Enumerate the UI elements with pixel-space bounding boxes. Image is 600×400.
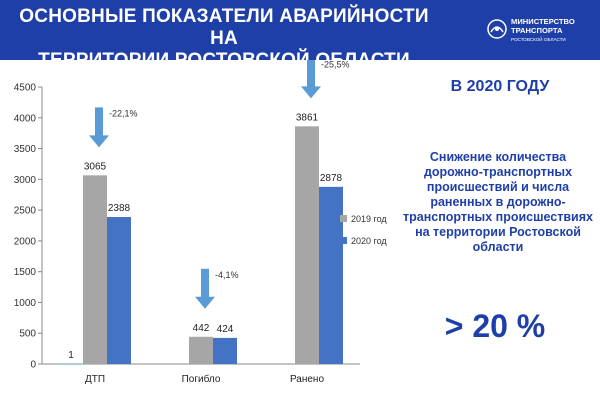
data-label: 3861 bbox=[296, 112, 319, 123]
legend-label: 2020 год bbox=[351, 236, 387, 246]
ministry-emblem-icon bbox=[487, 19, 507, 39]
bar bbox=[59, 363, 83, 365]
bar bbox=[107, 217, 131, 364]
legend-swatch bbox=[340, 237, 347, 244]
logo-line-1: МИНИСТЕРСТВО bbox=[511, 17, 575, 26]
summary-line: раненных в дорожно- bbox=[430, 195, 566, 209]
summary-line: транспортных происшествиях bbox=[403, 210, 593, 224]
bar bbox=[83, 175, 107, 364]
data-label: 424 bbox=[217, 324, 234, 335]
summary-text: Снижение количества дорожно-транспортных… bbox=[398, 150, 598, 255]
y-tick-label: 1500 bbox=[14, 267, 37, 278]
y-tick-label: 1000 bbox=[14, 298, 37, 309]
bar bbox=[295, 126, 319, 364]
summary-line: области bbox=[472, 240, 524, 254]
summary-line: на территории Ростовской bbox=[415, 225, 581, 239]
down-arrow-icon bbox=[195, 268, 215, 309]
data-label: 442 bbox=[193, 323, 210, 334]
logo-line-2: ТРАНСПОРТА bbox=[511, 26, 563, 35]
data-label: 1 bbox=[68, 350, 74, 361]
title-line-2: ТЕРРИТОРИИ РОСТОВСКОЙ ОБЛАСТИ bbox=[38, 50, 410, 71]
change-label: -22,1% bbox=[109, 108, 138, 118]
data-label: 3065 bbox=[84, 161, 107, 172]
logo-line-3: РОСТОВСКОЙ ОБЛАСТИ bbox=[511, 37, 566, 42]
legend-label: 2019 год bbox=[351, 214, 387, 224]
year-heading: В 2020 ГОДУ bbox=[450, 78, 550, 95]
chart-legend: 2019 год 2020 год bbox=[340, 214, 387, 246]
y-tick-label: 2000 bbox=[14, 236, 37, 247]
change-arrows bbox=[89, 60, 321, 309]
down-arrow-icon bbox=[89, 107, 109, 148]
bar bbox=[189, 336, 213, 364]
reduction-percent: > 20 % bbox=[444, 308, 546, 344]
summary-line: Снижение количества bbox=[429, 150, 567, 164]
bar-chart: 0 500 1000 1500 2000 2500 3000 3500 4000 4500 1 306… bbox=[14, 60, 387, 385]
down-arrow-icon bbox=[301, 60, 321, 99]
y-tick-label: 500 bbox=[19, 329, 36, 340]
chart-bars bbox=[59, 126, 343, 365]
y-tick-label: 4000 bbox=[14, 113, 37, 124]
data-label: 2878 bbox=[320, 173, 343, 184]
x-tick-label: Ранено bbox=[290, 374, 325, 385]
bar bbox=[213, 337, 237, 364]
y-tick-label: 0 bbox=[30, 360, 36, 371]
header-banner: ОСНОВНЫЕ ПОКАЗАТЕЛИ АВАРИЙНОСТИ НА ТЕРРИ… bbox=[0, 0, 600, 71]
title-line-1: ОСНОВНЫЕ ПОКАЗАТЕЛИ АВАРИЙНОСТИ НА bbox=[19, 6, 429, 49]
change-label: -4,1% bbox=[215, 270, 239, 280]
y-tick-label: 3500 bbox=[14, 144, 37, 155]
y-tick-label: 4500 bbox=[14, 83, 37, 94]
ministry-logo: МИНИСТЕРСТВО ТРАНСПОРТА РОСТОВСКОЙ ОБЛАС… bbox=[487, 16, 597, 48]
summary-line: происшествий и числа bbox=[426, 180, 570, 194]
y-tick-label: 2500 bbox=[14, 206, 37, 217]
legend-swatch bbox=[340, 215, 347, 222]
bar bbox=[319, 186, 343, 364]
summary-line: дорожно-транспортных bbox=[423, 165, 573, 179]
change-label: -25,5% bbox=[321, 60, 350, 69]
x-tick-label: ДТП bbox=[85, 374, 105, 385]
page-title: ОСНОВНЫЕ ПОКАЗАТЕЛИ АВАРИЙНОСТИ НА ТЕРРИ… bbox=[14, 6, 434, 72]
y-tick-label: 3000 bbox=[14, 175, 37, 186]
x-tick-label: Погибло bbox=[182, 373, 221, 385]
chart-labels: 0 500 1000 1500 2000 2500 3000 3500 4000 4500 1 306… bbox=[14, 60, 350, 385]
data-label: 2388 bbox=[108, 203, 131, 214]
